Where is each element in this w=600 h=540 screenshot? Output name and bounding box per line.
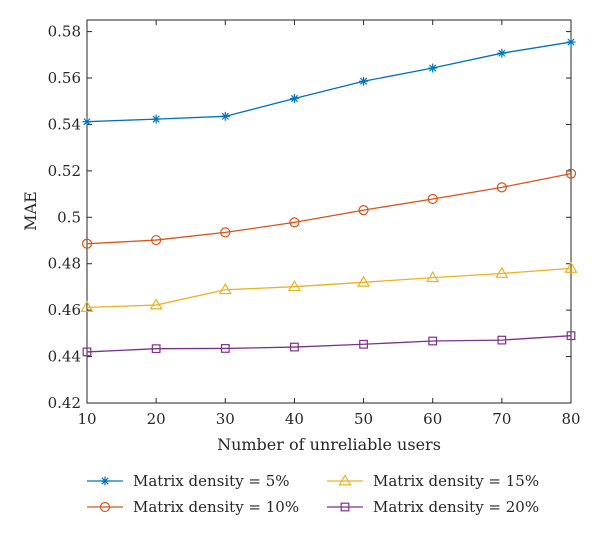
legend-marker [340,502,350,512]
series-layer [80,37,578,357]
x-tick-label: 60 [423,410,442,428]
legend-label: Matrix density = 5% [133,472,290,490]
data-point [565,168,577,179]
plot-frame [86,19,572,404]
data-point [80,300,94,312]
y-tick-label: 0.5 [57,208,81,226]
data-point [359,76,369,86]
data-point [149,298,163,310]
legend-marker [99,501,111,513]
y-tick-label: 0.52 [48,162,81,180]
series-1 [82,37,576,127]
data-point [427,193,438,205]
x-tick-label: 40 [285,410,304,428]
y-tick-label: 0.58 [48,23,81,41]
data-point [428,336,438,346]
data-point [566,331,576,341]
y-axis-title: MAE [21,191,40,231]
data-point [426,270,440,283]
series-2 [81,168,577,249]
data-point [218,283,232,295]
legend-entry: Matrix density = 20% [327,498,539,516]
legend-entry: Matrix density = 5% [87,472,290,490]
x-tick-label: 50 [354,410,373,428]
legend-entry: Matrix density = 10% [87,498,299,516]
legend: Matrix density = 5% Matrix density = 15% M… [87,472,539,516]
y-tick-label: 0.42 [48,394,81,412]
series-line [86,335,572,353]
series-4 [82,331,576,357]
data-point [496,182,507,193]
data-point [82,347,92,357]
series-line [86,267,572,309]
x-tick-label: 80 [561,410,580,428]
data-point [220,344,230,353]
y-tick-label: 0.56 [48,69,81,87]
legend-entry: Matrix density = 15% [327,472,539,490]
x-tick-label: 10 [77,410,96,428]
data-point [151,114,161,124]
data-point [497,48,507,58]
data-point [220,111,230,121]
y-tick-label: 0.54 [48,115,81,133]
y-tick-label: 0.48 [48,255,81,273]
x-axis: 10 20 30 40 50 60 70 80 [77,20,581,428]
data-point [357,275,371,287]
legend-label: Matrix density = 15% [373,472,539,490]
data-point [220,227,231,238]
x-tick-label: 70 [492,410,511,428]
data-point [359,339,368,349]
legend-marker [100,476,110,486]
data-point [566,37,576,47]
x-axis-title: Number of unreliable users [217,435,441,454]
data-point [497,335,507,345]
data-point [564,261,578,273]
data-point [495,266,509,278]
data-point [151,344,161,354]
x-tick-label: 30 [216,410,235,428]
data-point [428,63,438,73]
data-point [289,93,299,103]
series-line [86,41,572,123]
data-point [358,205,369,216]
series-line [86,173,572,245]
y-tick-label: 0.46 [48,301,81,319]
data-point [290,342,299,352]
x-tick-label: 20 [147,410,166,428]
legend-label: Matrix density = 20% [373,498,539,516]
y-axis: 0.42 0.44 0.46 0.48 0.5 0.52 0.54 0.56 0.58 [48,23,571,412]
data-point [82,117,92,127]
legend-label: Matrix density = 10% [133,498,299,516]
data-point [151,234,162,246]
data-point [289,217,300,228]
data-point [81,238,93,249]
data-point [287,280,301,292]
series-3 [80,261,578,312]
legend-marker [338,474,352,486]
y-tick-label: 0.44 [48,348,81,366]
